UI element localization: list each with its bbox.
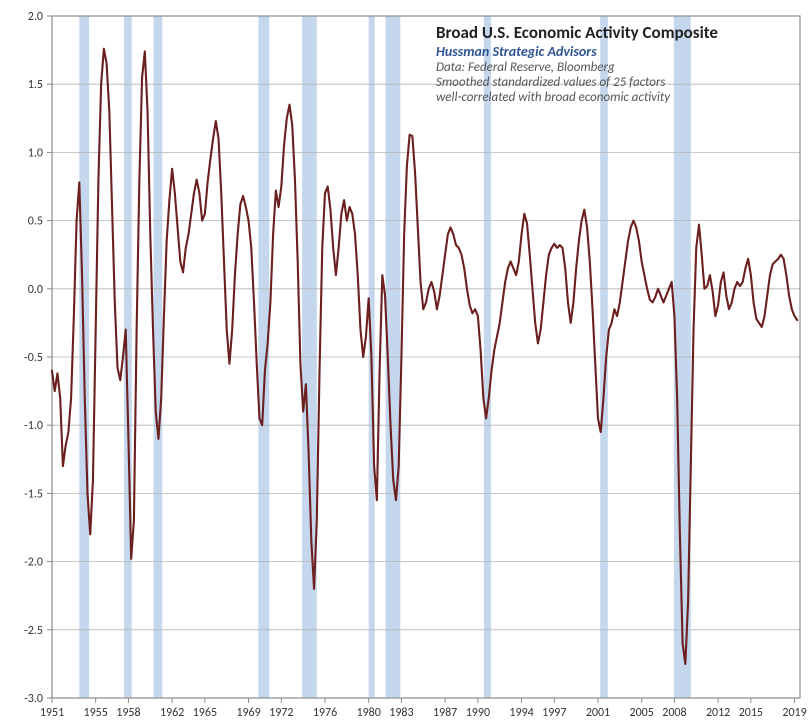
svg-text:2008: 2008 bbox=[662, 706, 686, 720]
y-ticks: -3.0 -2.5 -2.0 -1.5 -1.0 -0.5 0.0 0.5 1.0 1.5 2.0 bbox=[24, 10, 52, 706]
chart-container: 1951 1955 1958 1962 1965 1969 1972 1976 1980 1983… bbox=[0, 0, 812, 725]
svg-text:2001: 2001 bbox=[586, 706, 610, 720]
svg-text:2012: 2012 bbox=[706, 706, 730, 720]
svg-text:1976: 1976 bbox=[313, 706, 337, 720]
svg-text:-0.5: -0.5 bbox=[24, 351, 43, 365]
svg-text:1965: 1965 bbox=[193, 706, 217, 720]
svg-text:-2.0: -2.0 bbox=[24, 556, 43, 570]
svg-text:-3.0: -3.0 bbox=[24, 692, 43, 706]
svg-text:-1.5: -1.5 bbox=[24, 487, 43, 501]
svg-text:1.0: 1.0 bbox=[28, 146, 43, 160]
svg-text:1997: 1997 bbox=[542, 706, 566, 720]
x-ticks: 1951 1955 1958 1962 1965 1969 1972 1976 1980 1983… bbox=[40, 698, 807, 720]
svg-text:1990: 1990 bbox=[466, 706, 490, 720]
svg-text:1.5: 1.5 bbox=[28, 78, 43, 92]
svg-text:-2.5: -2.5 bbox=[24, 624, 43, 638]
svg-text:1962: 1962 bbox=[160, 706, 184, 720]
svg-text:-1.0: -1.0 bbox=[24, 419, 43, 433]
svg-text:2.0: 2.0 bbox=[28, 10, 43, 24]
svg-text:2015: 2015 bbox=[739, 706, 763, 720]
svg-text:1955: 1955 bbox=[84, 706, 108, 720]
svg-text:1983: 1983 bbox=[389, 706, 413, 720]
svg-text:0.5: 0.5 bbox=[28, 215, 43, 229]
svg-text:2005: 2005 bbox=[630, 706, 654, 720]
svg-text:0.0: 0.0 bbox=[28, 283, 43, 297]
svg-text:2019: 2019 bbox=[782, 706, 806, 720]
svg-text:1980: 1980 bbox=[357, 706, 381, 720]
svg-text:1958: 1958 bbox=[116, 706, 140, 720]
svg-text:1972: 1972 bbox=[269, 706, 293, 720]
line-chart: 1951 1955 1958 1962 1965 1969 1972 1976 1980 1983… bbox=[0, 0, 812, 725]
svg-text:1969: 1969 bbox=[236, 706, 260, 720]
svg-text:1994: 1994 bbox=[509, 706, 533, 720]
svg-text:1987: 1987 bbox=[433, 706, 457, 720]
svg-text:1951: 1951 bbox=[40, 706, 64, 720]
